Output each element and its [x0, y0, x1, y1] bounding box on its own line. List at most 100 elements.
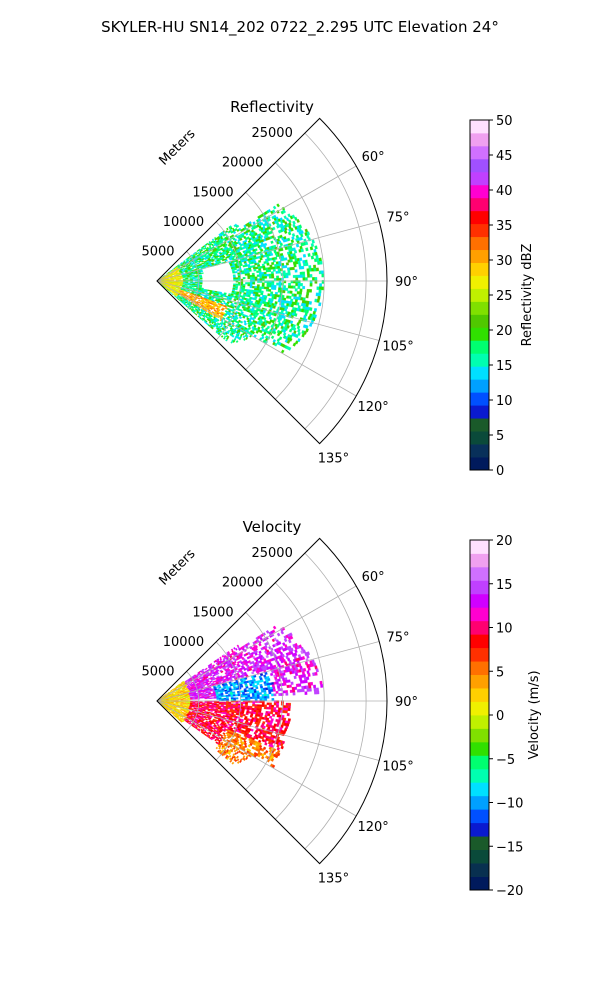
field-cell [259, 286, 262, 289]
field-cell [278, 285, 282, 288]
field-cell [301, 688, 305, 693]
field-cell [274, 263, 278, 267]
field-cell [226, 227, 229, 231]
field-cell [309, 307, 313, 311]
field-cell [302, 271, 305, 275]
field-cell [199, 694, 202, 697]
field-cell [222, 294, 226, 298]
colorbar-tick-label: 35 [496, 219, 513, 234]
field-cell [254, 248, 258, 252]
field-cell [256, 270, 260, 273]
field-cell [261, 696, 265, 699]
field-cell [185, 697, 188, 699]
field-cell [223, 703, 227, 705]
field-cell [300, 248, 304, 253]
field-cell [246, 689, 250, 693]
colorbar-band [470, 353, 489, 367]
field-cell [313, 308, 318, 312]
field-cell [314, 277, 318, 281]
reflectivity-title: Reflectivity [230, 98, 314, 116]
field-cell [189, 695, 193, 697]
field-cell [291, 236, 295, 240]
field-cell [270, 240, 274, 244]
field-cell [313, 684, 317, 689]
field-cell [283, 272, 286, 276]
field-cell [277, 289, 281, 293]
field-cell [320, 684, 324, 688]
field-cell [278, 277, 282, 281]
field-cell [271, 704, 275, 708]
field-cell [233, 238, 238, 242]
field-cell [175, 698, 179, 700]
field-cell [261, 276, 265, 279]
field-cell [311, 239, 315, 244]
field-cell [321, 286, 325, 291]
field-cell [249, 282, 253, 285]
field-cell [268, 689, 271, 693]
field-cell [242, 702, 246, 705]
field-cell [237, 703, 241, 706]
field-cell [314, 251, 318, 256]
field-cell [278, 287, 281, 291]
field-cell [294, 288, 298, 292]
field-cell [252, 282, 256, 285]
field-cell [313, 248, 317, 253]
field-cell [256, 708, 260, 711]
field-cell [182, 698, 186, 700]
field-cell [252, 274, 255, 278]
field-cell [230, 699, 234, 701]
field-cell [244, 239, 248, 243]
field-cell [268, 704, 272, 708]
field-cell [225, 237, 229, 241]
field-cell [218, 261, 222, 264]
field-cell [296, 302, 300, 306]
field-cell [231, 688, 235, 691]
field-cell [272, 686, 276, 690]
field-cell [276, 705, 279, 708]
field-cell [226, 699, 229, 701]
field-cell [308, 685, 312, 689]
field-cell [319, 680, 323, 685]
field-cell [285, 275, 289, 279]
field-cell [273, 284, 277, 288]
field-cell [208, 245, 212, 248]
colorbar-band [470, 418, 489, 432]
field-cell [264, 276, 267, 279]
field-cell [305, 262, 309, 267]
field-cell [313, 264, 317, 269]
field-cell [245, 294, 249, 297]
field-cell [201, 260, 205, 263]
field-cell [313, 267, 317, 272]
field-cell [263, 286, 267, 290]
reflectivity-colorbar-label: Reflectivity dBZ [520, 244, 535, 347]
field-cell [249, 691, 253, 694]
field-cell [187, 289, 191, 292]
field-cell [271, 698, 275, 701]
field-cell [249, 707, 253, 711]
field-cell [295, 243, 300, 248]
field-cell [259, 276, 263, 279]
field-cell [254, 278, 258, 281]
field-cell [251, 690, 255, 694]
field-cell [235, 277, 239, 280]
field-cell [254, 704, 258, 707]
field-cell [259, 278, 263, 281]
field-cell [321, 273, 325, 278]
field-cell [242, 283, 246, 286]
field-cell [284, 257, 288, 261]
field-cell [235, 703, 239, 706]
field-cell [261, 278, 265, 281]
field-cell [282, 690, 286, 694]
field-cell [318, 292, 322, 297]
field-cell [292, 253, 296, 257]
field-cell [235, 697, 239, 700]
field-cell [180, 697, 184, 699]
field-cell [268, 316, 273, 320]
theta-tick-label: 120° [357, 400, 388, 415]
colorbar-tick-label: 20 [496, 324, 513, 339]
field-cell [187, 284, 191, 286]
field-cell [199, 278, 203, 280]
field-cell [250, 291, 254, 294]
field-cell [306, 676, 310, 681]
